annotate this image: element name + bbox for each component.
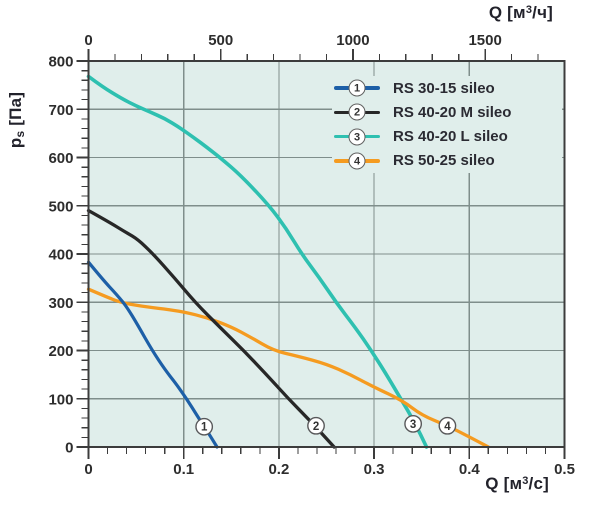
y-tick-label-300: 300 [48, 295, 73, 312]
curve-rs-40-20-m-sileo [86, 208, 336, 449]
y-tick-label-600: 600 [48, 150, 73, 167]
legend-circle-4-icon: 4 [348, 152, 366, 170]
x-tick-label-0.5: 0.5 [554, 461, 575, 478]
y-tick-label-700: 700 [48, 102, 73, 119]
x-tick-label-0.1: 0.1 [173, 461, 194, 478]
bottom-axis-title-unit: /с] [528, 474, 549, 493]
curve-marker-number-2: 2 [313, 421, 319, 433]
top-axis-title-text: Q [м [488, 3, 526, 22]
x-tick-label-0.2: 0.2 [268, 461, 289, 478]
legend-item-rs-40-20-l-sileo: 3 RS 40-20 L sileo [332, 125, 562, 149]
legend-marker-3: 3 [332, 125, 382, 149]
bottom-axis-title-sup: 3 [522, 475, 529, 487]
legend-marker-4: 4 [332, 149, 382, 173]
bottom-axis-title: Q [м3/с] [485, 474, 549, 494]
legend-circle-3-icon: 3 [348, 128, 366, 146]
legend: 1 RS 30-15 sileo 2 RS 40-20 M sileo 3 RS… [332, 76, 562, 173]
top-tick-label-1000: 1000 [336, 32, 369, 49]
x-tick-label-0.4: 0.4 [459, 461, 481, 478]
curve-marker-number-4: 4 [444, 421, 451, 433]
curve-marker-number-3: 3 [410, 419, 416, 431]
curve-marker-circle-2 [307, 416, 325, 435]
x-tick-label-0.3: 0.3 [364, 461, 385, 478]
legend-label-4: RS 50-25 sileo [393, 152, 495, 170]
curve-marker-circle-1 [195, 417, 214, 436]
left-axis-title-unit: [Па] [6, 91, 25, 131]
y-tick-label-200: 200 [48, 343, 73, 360]
top-tick-label-1500: 1500 [468, 32, 501, 49]
left-axis-title: ps [Па] [5, 60, 27, 180]
top-axis-title-sup: 3 [525, 4, 533, 16]
y-tick-label-100: 100 [48, 391, 73, 408]
legend-circle-1-icon: 1 [348, 79, 366, 97]
legend-item-rs-30-15-sileo: 1 RS 30-15 sileo [332, 76, 562, 100]
left-axis-title-text: p [6, 137, 25, 149]
top-axis-title: Q [м3/ч] [489, 3, 553, 23]
top-tick-label-0: 0 [84, 32, 92, 49]
legend-label-1: RS 30-15 sileo [393, 79, 495, 97]
x-tick-label-0: 0 [84, 461, 92, 478]
curve-rs-30-15-sileo [86, 260, 219, 449]
top-tick-label-500: 500 [208, 32, 233, 49]
curve-rs-40-20-l-sileo [86, 74, 429, 449]
y-tick-label-800: 800 [48, 54, 73, 71]
y-tick-label-0: 0 [65, 440, 73, 457]
curve-marker-number-1: 1 [201, 422, 208, 434]
legend-item-rs-50-25-sileo: 4 RS 50-25 sileo [332, 149, 562, 173]
legend-label-3: RS 40-20 L sileo [393, 128, 508, 146]
left-axis-title-sub: s [13, 130, 27, 138]
legend-label-2: RS 40-20 M sileo [393, 103, 512, 121]
bottom-axis-title-text: Q [м [485, 474, 523, 493]
y-tick-label-500: 500 [48, 198, 73, 215]
curve-marker-circle-4 [438, 416, 457, 435]
legend-circle-2-icon: 2 [348, 103, 366, 121]
legend-marker-2: 2 [332, 100, 382, 124]
curve-marker-circle-3 [404, 414, 423, 433]
curve-rs-50-25-sileo [86, 287, 490, 449]
legend-item-rs-40-20-m-sileo: 2 RS 40-20 M sileo [332, 100, 562, 124]
legend-marker-1: 1 [332, 76, 382, 100]
y-tick-label-400: 400 [48, 247, 73, 264]
top-axis-title-unit: /ч] [532, 3, 553, 22]
